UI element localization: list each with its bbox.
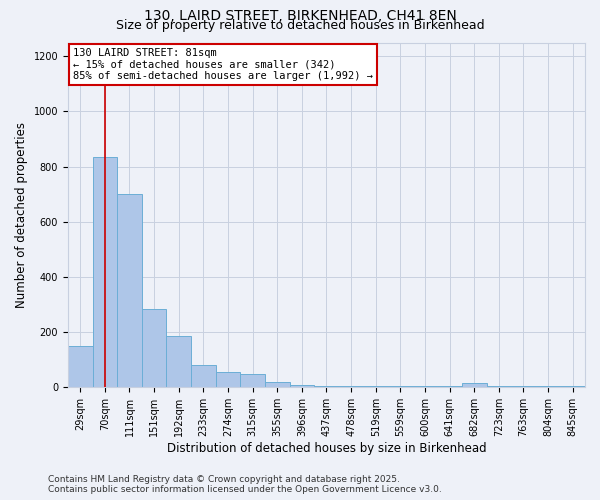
- Bar: [511, 386, 536, 388]
- Bar: [68, 346, 92, 388]
- Bar: [92, 157, 117, 388]
- Bar: [265, 382, 290, 388]
- Bar: [166, 336, 191, 388]
- Bar: [462, 383, 487, 388]
- Bar: [215, 372, 240, 388]
- Bar: [314, 386, 339, 388]
- Bar: [290, 384, 314, 388]
- Y-axis label: Number of detached properties: Number of detached properties: [15, 122, 28, 308]
- Bar: [142, 308, 166, 388]
- Bar: [364, 386, 388, 388]
- Bar: [560, 386, 585, 388]
- Bar: [536, 386, 560, 388]
- Bar: [437, 386, 462, 388]
- Bar: [339, 386, 364, 388]
- Bar: [413, 386, 437, 388]
- Text: Size of property relative to detached houses in Birkenhead: Size of property relative to detached ho…: [116, 19, 484, 32]
- X-axis label: Distribution of detached houses by size in Birkenhead: Distribution of detached houses by size …: [167, 442, 486, 455]
- Bar: [487, 386, 511, 388]
- Bar: [388, 386, 413, 388]
- Text: 130, LAIRD STREET, BIRKENHEAD, CH41 8EN: 130, LAIRD STREET, BIRKENHEAD, CH41 8EN: [143, 9, 457, 23]
- Bar: [191, 366, 215, 388]
- Text: Contains HM Land Registry data © Crown copyright and database right 2025.
Contai: Contains HM Land Registry data © Crown c…: [48, 474, 442, 494]
- Bar: [117, 194, 142, 388]
- Text: 130 LAIRD STREET: 81sqm
← 15% of detached houses are smaller (342)
85% of semi-d: 130 LAIRD STREET: 81sqm ← 15% of detache…: [73, 48, 373, 81]
- Bar: [240, 374, 265, 388]
